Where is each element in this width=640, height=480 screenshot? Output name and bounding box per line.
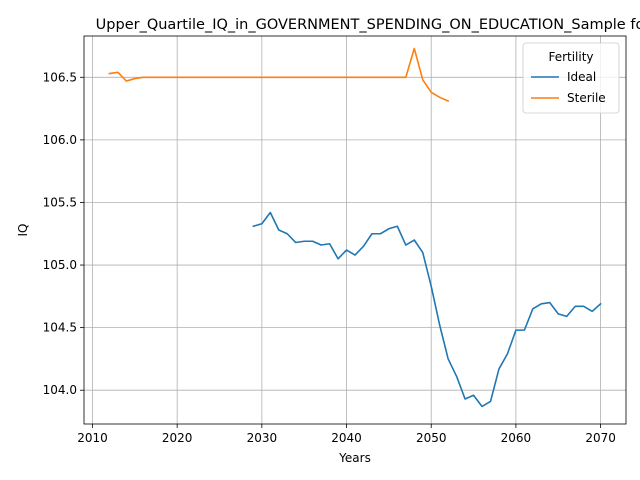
- legend-entries: Ideal Sterile: [531, 70, 606, 105]
- x-tick-label: 2060: [501, 431, 532, 445]
- y-axis-ticks: 104.0 104.5 105.0 105.5 106.0 106.5: [43, 70, 84, 397]
- legend-label-ideal: Ideal: [567, 70, 596, 84]
- series-lines: [108, 47, 602, 408]
- plot-frame: [83, 35, 627, 425]
- x-tick-label: 2050: [416, 431, 447, 445]
- legend-frame: [522, 42, 620, 114]
- x-tick-label: 2040: [331, 431, 362, 445]
- x-tick-label: 2010: [77, 431, 108, 445]
- grid: [84, 36, 626, 424]
- legend: Fertility Ideal Sterile: [522, 42, 620, 114]
- series-line-sterile: [108, 47, 450, 103]
- series-line-ideal: [252, 211, 602, 408]
- y-tick-label: 104.5: [43, 321, 77, 335]
- x-tick-label: 2070: [585, 431, 616, 445]
- y-axis-label: IQ: [16, 224, 30, 237]
- y-tick-label: 106.5: [43, 70, 77, 84]
- y-tick-label: 105.0: [43, 258, 77, 272]
- y-tick-label: 106.0: [43, 133, 77, 147]
- x-tick-label: 2030: [247, 431, 278, 445]
- y-tick-label: 104.0: [43, 383, 77, 397]
- y-tick-label: 105.5: [43, 195, 77, 209]
- x-axis-label: Years: [338, 451, 371, 465]
- chart-title: Upper_Quartile_IQ_in_GOVERNMENT_SPENDING…: [96, 17, 640, 33]
- x-axis-ticks: 2010 2020 2030 2040 2050 2060 2070: [77, 424, 616, 445]
- x-tick-label: 2020: [162, 431, 193, 445]
- legend-label-sterile: Sterile: [567, 91, 606, 105]
- legend-title: Fertility: [548, 50, 593, 64]
